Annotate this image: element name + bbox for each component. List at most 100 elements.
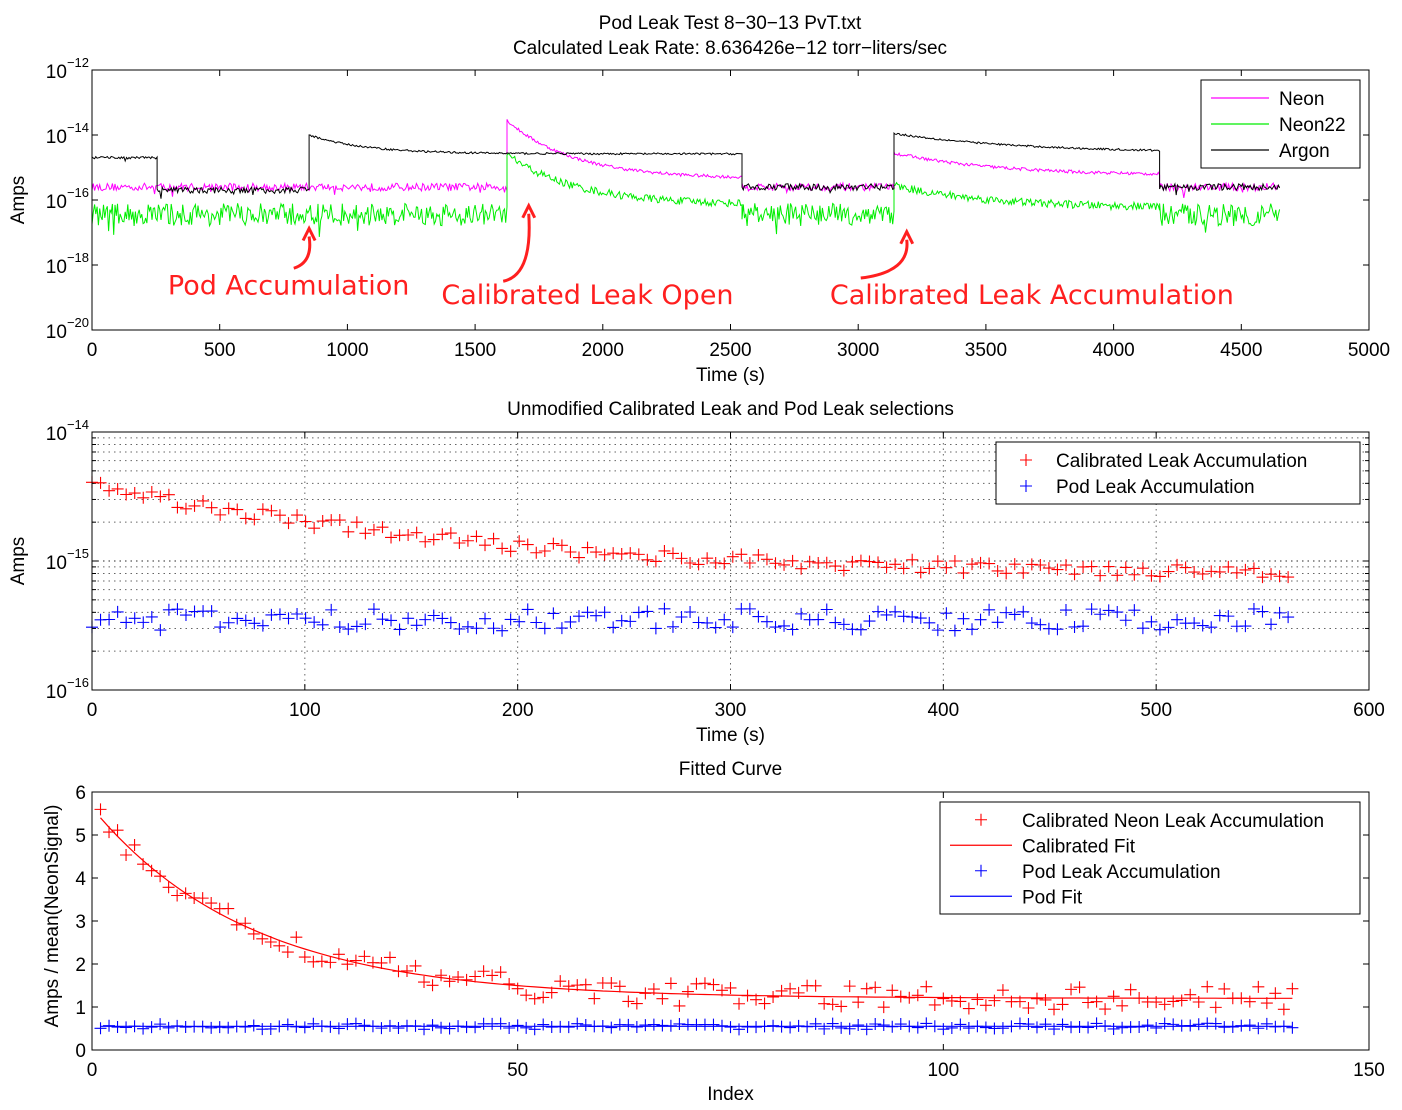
scatter-point bbox=[248, 513, 261, 526]
scatter-point bbox=[658, 602, 671, 615]
legend-marker bbox=[1020, 480, 1032, 492]
scatter-point bbox=[103, 484, 116, 497]
scatter-point bbox=[443, 975, 456, 988]
scatter-point bbox=[154, 490, 167, 503]
scatter-point bbox=[846, 555, 859, 568]
scatter-point bbox=[733, 1023, 746, 1036]
scatter-point bbox=[632, 548, 645, 561]
scatter-point bbox=[1145, 615, 1158, 628]
scatter-point bbox=[701, 616, 714, 629]
scatter-point bbox=[1051, 563, 1064, 576]
legend-label: Calibrated Neon Leak Accumulation bbox=[1022, 811, 1324, 832]
scatter-point bbox=[1269, 987, 1282, 1000]
scatter-point bbox=[1107, 990, 1120, 1003]
scatter-point bbox=[265, 504, 278, 517]
scatter-point bbox=[1119, 561, 1132, 574]
scatter-point bbox=[359, 618, 372, 631]
scatter-point bbox=[1171, 613, 1184, 626]
scatter-point bbox=[724, 981, 737, 994]
y-tick-label: 10−18 bbox=[46, 250, 89, 278]
scatter-point bbox=[290, 931, 303, 944]
scatter-point bbox=[333, 621, 346, 634]
scatter-point bbox=[923, 562, 936, 575]
scatter-point bbox=[709, 556, 722, 569]
scatter-point bbox=[760, 615, 773, 628]
scatter-point bbox=[829, 616, 842, 629]
scatter-point bbox=[778, 619, 791, 632]
scatter-point bbox=[1239, 620, 1252, 633]
scatter-point bbox=[1000, 606, 1013, 619]
scatter-point bbox=[496, 624, 509, 637]
legend-label: Neon bbox=[1279, 89, 1324, 110]
scatter-point bbox=[869, 1018, 882, 1031]
scatter-point bbox=[622, 1018, 635, 1031]
scatter-point bbox=[94, 803, 107, 816]
scatter-point bbox=[487, 532, 500, 545]
scatter-point bbox=[359, 527, 372, 540]
x-tick-label: 0 bbox=[87, 1060, 98, 1081]
scatter-point bbox=[496, 542, 509, 555]
annotation-arrowhead bbox=[521, 202, 537, 219]
scatter-point bbox=[758, 997, 771, 1010]
y-tick-label: 10−14 bbox=[46, 417, 89, 445]
scatter-point bbox=[196, 892, 209, 905]
scatter-point bbox=[1209, 1017, 1222, 1030]
scatter-point bbox=[837, 618, 850, 631]
scatter-point bbox=[1162, 565, 1175, 578]
x-tick-label: 2500 bbox=[709, 340, 751, 361]
y-tick-label: 1 bbox=[75, 998, 86, 1019]
scatter-point bbox=[624, 547, 637, 560]
x-axis-label: Time (s) bbox=[696, 725, 765, 746]
scatter-point bbox=[860, 982, 873, 995]
scatter-point bbox=[1205, 621, 1218, 634]
scatter-point bbox=[624, 615, 637, 628]
annotation-label: Calibrated Leak Open bbox=[441, 280, 733, 311]
y-axis-label: Amps bbox=[8, 537, 29, 586]
scatter-point bbox=[1243, 1019, 1256, 1032]
scatter-point bbox=[154, 624, 167, 637]
scatter-point bbox=[1051, 623, 1064, 636]
scatter-point bbox=[324, 956, 337, 969]
scatter-point bbox=[264, 935, 277, 948]
scatter-point bbox=[931, 555, 944, 568]
scatter-point bbox=[453, 536, 466, 549]
scatter-point bbox=[826, 1017, 839, 1030]
scatter-point bbox=[308, 616, 321, 629]
scatter-point bbox=[579, 978, 592, 991]
x-tick-label: 4000 bbox=[1092, 340, 1134, 361]
scatter-point bbox=[1116, 999, 1129, 1012]
scatter-point bbox=[1059, 559, 1072, 572]
scatter-point bbox=[256, 503, 269, 516]
scatter-point bbox=[852, 996, 865, 1009]
legend-label: Pod Leak Accumulation bbox=[1022, 862, 1221, 883]
scatter-point bbox=[1008, 558, 1021, 571]
scatter-point bbox=[945, 1021, 958, 1034]
scatter-point bbox=[1077, 620, 1090, 633]
scatter-point bbox=[400, 964, 413, 977]
scatter-point bbox=[281, 1018, 294, 1031]
scatter-point bbox=[572, 551, 585, 564]
scatter-point bbox=[784, 1021, 797, 1034]
x-tick-label: 1000 bbox=[326, 340, 368, 361]
scatter-point bbox=[1196, 619, 1209, 632]
scatter-point bbox=[453, 622, 466, 635]
y-tick-label: 10−15 bbox=[46, 546, 89, 574]
scatter-point bbox=[743, 602, 756, 615]
scatter-point bbox=[1205, 565, 1218, 578]
scatter-point bbox=[590, 609, 603, 622]
scatter-point bbox=[1167, 1018, 1180, 1031]
scatter-point bbox=[111, 482, 124, 495]
scatter-point bbox=[1048, 1023, 1061, 1036]
scatter-point bbox=[511, 982, 524, 995]
scatter-point bbox=[427, 609, 440, 622]
y-tick-label: 10−20 bbox=[46, 315, 89, 343]
scatter-point bbox=[649, 555, 662, 568]
scatter-point bbox=[120, 849, 133, 862]
scatter-point bbox=[1136, 562, 1149, 575]
scatter-point bbox=[513, 615, 526, 628]
scatter-point bbox=[718, 613, 731, 626]
scatter-point bbox=[760, 553, 773, 566]
scatter-point bbox=[120, 616, 133, 629]
scatter-point bbox=[1000, 567, 1013, 580]
